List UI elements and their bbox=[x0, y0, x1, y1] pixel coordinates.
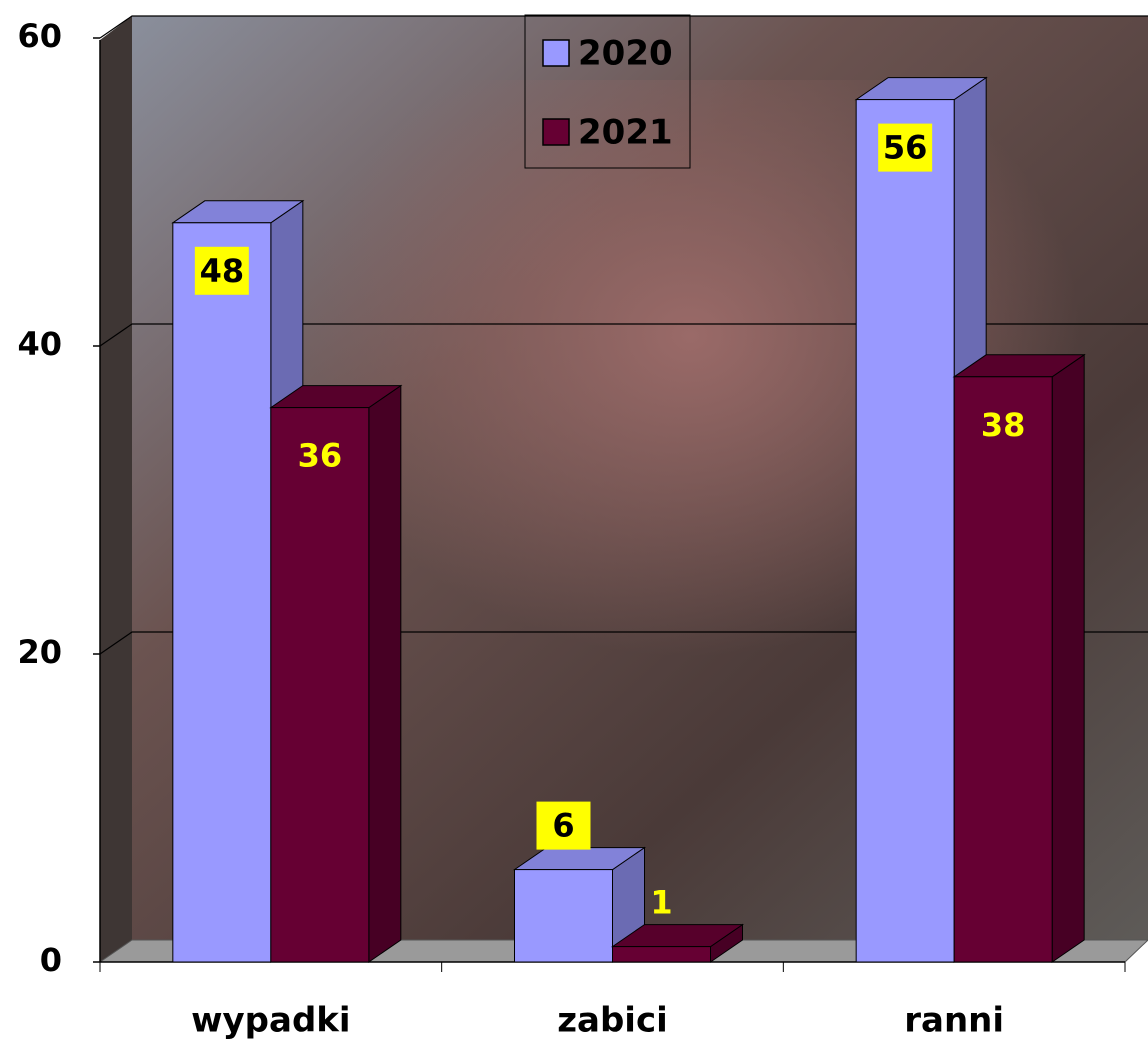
legend-label: 2021 bbox=[578, 113, 673, 153]
bar-side bbox=[369, 386, 401, 962]
y-tick-label: 60 bbox=[17, 17, 62, 55]
y-tick-label: 20 bbox=[17, 633, 62, 671]
x-tick-label: zabici bbox=[557, 1001, 668, 1041]
legend-swatch bbox=[543, 40, 569, 66]
bar-front bbox=[856, 100, 954, 962]
data-label: 56 bbox=[883, 129, 928, 167]
y-tick-label: 0 bbox=[40, 941, 62, 979]
x-tick-label: wypadki bbox=[191, 1001, 350, 1041]
data-label: 38 bbox=[981, 406, 1026, 444]
page: {"chart_data": {"type": "bar3d", "catego… bbox=[0, 0, 1148, 1043]
bar-front bbox=[173, 223, 271, 962]
data-label: 48 bbox=[200, 252, 245, 290]
bar-front bbox=[954, 377, 1052, 962]
legend-swatch bbox=[543, 119, 569, 145]
legend-label: 2020 bbox=[578, 34, 673, 74]
bar-front bbox=[515, 870, 613, 962]
chart: 2020 2021 0 20 40 60 wypadki zabici ranni 48 6 56 3… bbox=[0, 0, 1148, 1043]
x-tick-label: ranni bbox=[904, 1001, 1004, 1041]
data-label: 6 bbox=[552, 807, 574, 845]
bar-side bbox=[1052, 355, 1084, 962]
bar-front bbox=[613, 947, 711, 962]
y-tick-label: 40 bbox=[17, 325, 62, 363]
data-label: 1 bbox=[650, 884, 672, 922]
bar bbox=[954, 355, 1084, 962]
data-label: 36 bbox=[298, 437, 343, 475]
bar-front bbox=[271, 408, 369, 962]
